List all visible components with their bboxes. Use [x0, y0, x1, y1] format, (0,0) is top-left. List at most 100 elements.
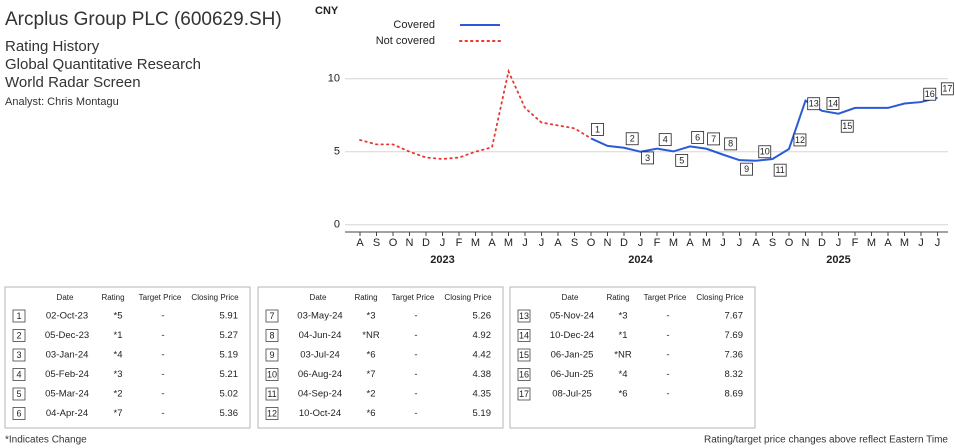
row-number: 5: [16, 389, 21, 399]
x-tick-label: N: [802, 237, 810, 249]
x-tick-label: J: [720, 237, 726, 249]
table-cell: 5.19: [473, 408, 492, 419]
table-cell: *7: [367, 369, 376, 380]
table-header: Rating: [354, 293, 377, 302]
x-tick-label: J: [737, 237, 743, 249]
rating-marker: [591, 123, 604, 136]
table-cell: 5.02: [220, 389, 239, 400]
row-number: 3: [16, 350, 21, 360]
rating-marker: [707, 132, 720, 146]
row-number-box: [265, 407, 279, 420]
table-cell: 7.36: [725, 350, 744, 361]
x-tick-label: A: [686, 237, 694, 249]
table-header: Date: [562, 293, 579, 302]
x-tick-label: O: [785, 237, 794, 249]
table-cell: 05-Nov-24: [550, 311, 594, 322]
table-cell: 7.67: [725, 311, 744, 322]
rating-marker: [840, 119, 854, 133]
analyst: Analyst: Chris Montagu: [5, 96, 119, 108]
y-tick-label: 0: [334, 219, 340, 231]
table-cell: -: [161, 330, 164, 341]
rating-marker-label: 8: [728, 139, 733, 149]
x-tick-label: J: [836, 237, 842, 249]
row-number: 16: [519, 369, 529, 379]
table-cell: 10-Oct-24: [299, 408, 341, 419]
table-cell: 05-Mar-24: [45, 389, 89, 400]
row-number: 12: [267, 408, 277, 418]
row-number: 2: [16, 330, 21, 340]
table-cell: -: [161, 389, 164, 400]
footnote: *Indicates Change: [5, 435, 87, 446]
rating-marker: [641, 151, 654, 165]
table-cell: 05-Dec-23: [45, 330, 89, 341]
table-cell: *6: [619, 389, 628, 400]
table-cell: 5.21: [220, 369, 239, 380]
table-cell: *4: [619, 369, 628, 380]
table-cell: 4.42: [473, 350, 492, 361]
table-cell: *1: [619, 330, 628, 341]
row-number: 4: [16, 369, 21, 379]
x-tick-label: M: [471, 237, 480, 249]
rating-marker-label: 15: [842, 121, 852, 131]
row-number-box: [265, 348, 279, 362]
rating-marker-label: 17: [942, 84, 952, 94]
table-header: Rating: [606, 293, 629, 302]
title: Arcplus Group PLC (600629.SH): [5, 9, 282, 30]
table-cell: -: [666, 311, 669, 322]
row-number: 1: [16, 311, 21, 321]
table-header: Closing Price: [191, 293, 239, 302]
rating-marker-label: 7: [711, 134, 716, 144]
table-header: Target Price: [392, 293, 435, 302]
rating-marker-label: 2: [630, 134, 635, 144]
rating-marker-label: 16: [925, 89, 935, 99]
rating-marker: [826, 97, 840, 110]
rating-marker: [773, 163, 787, 177]
table-cell: -: [414, 369, 417, 380]
table-cell: 03-May-24: [297, 311, 342, 322]
x-tick-label: A: [554, 237, 562, 249]
footnote: Rating/target price changes above reflec…: [704, 435, 948, 446]
line-series: [359, 68, 592, 160]
table-cell: 5.27: [220, 330, 239, 341]
table-cell: 8.32: [725, 369, 744, 380]
x-tick-label: S: [373, 237, 380, 249]
row-number: 10: [267, 369, 277, 379]
rating-marker: [691, 131, 705, 144]
row-number: 13: [519, 311, 529, 321]
row-number-box: [12, 368, 26, 381]
rating-marker: [923, 87, 937, 101]
row-number-box: [265, 387, 279, 401]
table-cell: *3: [114, 369, 123, 380]
x-tick-label: J: [935, 237, 941, 249]
y-tick-label: 5: [334, 146, 340, 158]
x-tick-label: N: [406, 237, 414, 249]
line-series: [590, 96, 938, 162]
rating-marker-label: 11: [775, 165, 784, 175]
table-header: Date: [57, 293, 74, 302]
x-tick-label: S: [769, 237, 776, 249]
x-tick-label: M: [669, 237, 678, 249]
x-tick-label: N: [604, 237, 612, 249]
x-tick-label: A: [488, 237, 496, 249]
x-year-label: 2025: [826, 254, 850, 266]
row-number-box: [12, 348, 26, 362]
rating-marker-label: 13: [809, 99, 819, 109]
x-year-label: 2024: [628, 254, 653, 266]
table-cell: 5.36: [220, 408, 239, 419]
x-tick-label: O: [587, 237, 596, 249]
row-number-box: [12, 329, 26, 342]
row-number: 7: [269, 311, 274, 321]
y-tick-label: 10: [328, 73, 340, 85]
table-cell: 5.19: [220, 350, 239, 361]
table-cell: 05-Feb-24: [45, 369, 89, 380]
row-number: 11: [267, 389, 276, 399]
x-tick-label: D: [818, 237, 826, 249]
rating-marker-label: 9: [744, 164, 749, 174]
rating-marker-label: 5: [679, 155, 684, 165]
legend-label: Not covered: [376, 35, 435, 47]
table-cell: 03-Jul-24: [300, 350, 340, 361]
table-panel: [257, 286, 504, 429]
rating-marker: [758, 145, 772, 159]
table-cell: *2: [367, 389, 376, 400]
